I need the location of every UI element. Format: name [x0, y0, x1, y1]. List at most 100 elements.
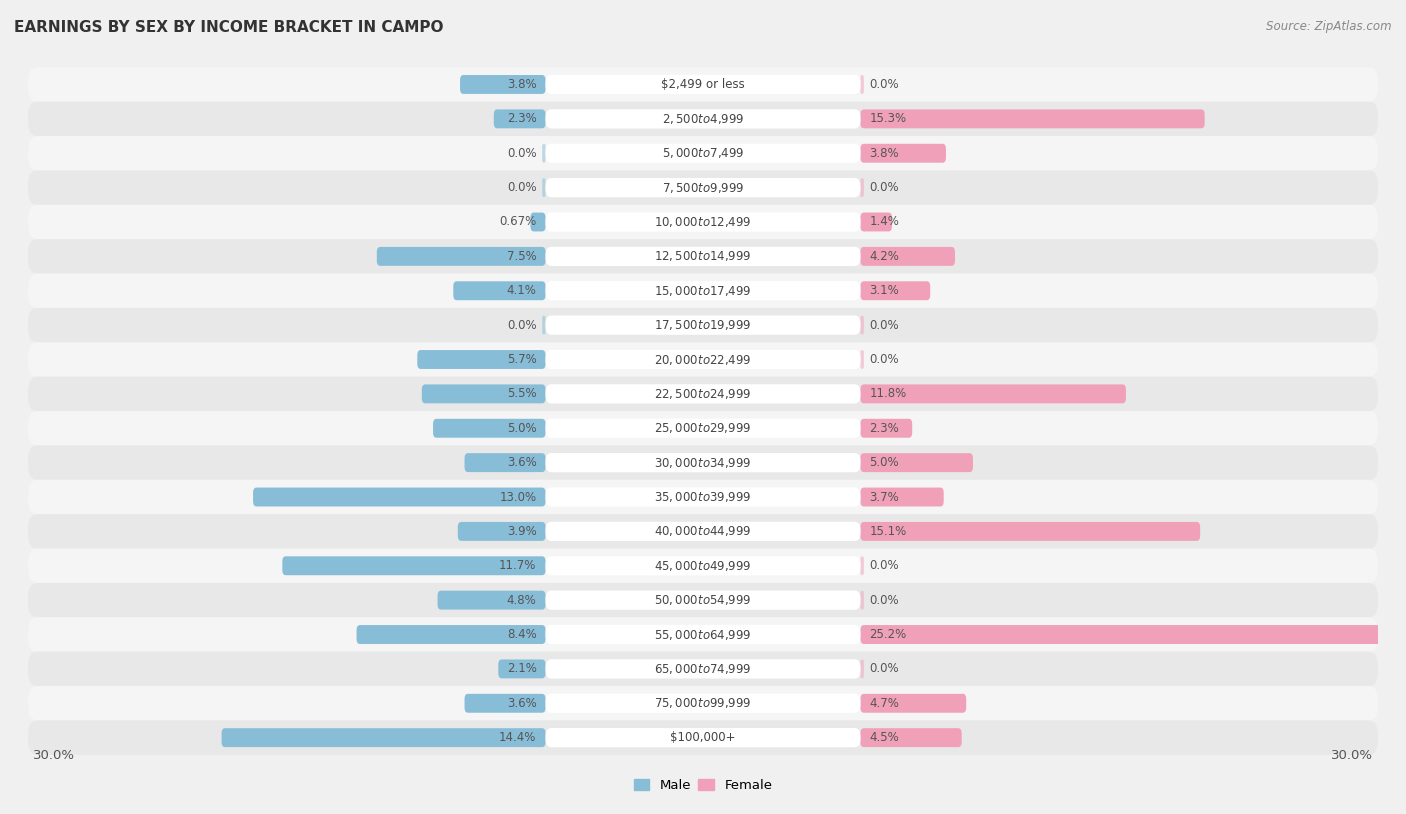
Text: 0.0%: 0.0% — [869, 663, 898, 676]
Text: 0.0%: 0.0% — [869, 593, 898, 606]
Text: $75,000 to $99,999: $75,000 to $99,999 — [654, 696, 752, 711]
FancyBboxPatch shape — [28, 377, 1378, 411]
FancyBboxPatch shape — [377, 247, 546, 266]
FancyBboxPatch shape — [28, 652, 1378, 686]
FancyBboxPatch shape — [543, 178, 546, 197]
FancyBboxPatch shape — [860, 729, 962, 747]
FancyBboxPatch shape — [28, 479, 1378, 514]
Text: 0.0%: 0.0% — [869, 182, 898, 194]
FancyBboxPatch shape — [860, 453, 973, 472]
Text: 5.5%: 5.5% — [508, 387, 537, 400]
FancyBboxPatch shape — [458, 522, 546, 540]
FancyBboxPatch shape — [498, 659, 546, 678]
FancyBboxPatch shape — [546, 350, 860, 369]
Text: 8.4%: 8.4% — [506, 628, 537, 641]
Text: 13.0%: 13.0% — [499, 491, 537, 504]
FancyBboxPatch shape — [546, 109, 860, 129]
FancyBboxPatch shape — [357, 625, 546, 644]
FancyBboxPatch shape — [860, 144, 946, 163]
Text: 4.8%: 4.8% — [506, 593, 537, 606]
FancyBboxPatch shape — [543, 316, 546, 335]
FancyBboxPatch shape — [546, 418, 860, 438]
FancyBboxPatch shape — [860, 384, 1126, 403]
FancyBboxPatch shape — [860, 625, 1406, 644]
Text: $65,000 to $74,999: $65,000 to $74,999 — [654, 662, 752, 676]
Text: $40,000 to $44,999: $40,000 to $44,999 — [654, 524, 752, 538]
Legend: Male, Female: Male, Female — [628, 774, 778, 798]
Text: 0.0%: 0.0% — [869, 353, 898, 366]
FancyBboxPatch shape — [860, 75, 863, 94]
FancyBboxPatch shape — [860, 247, 955, 266]
FancyBboxPatch shape — [546, 590, 860, 610]
Text: 5.7%: 5.7% — [506, 353, 537, 366]
Text: $17,500 to $19,999: $17,500 to $19,999 — [654, 318, 752, 332]
FancyBboxPatch shape — [28, 343, 1378, 377]
FancyBboxPatch shape — [28, 686, 1378, 720]
FancyBboxPatch shape — [546, 316, 860, 335]
Text: 0.0%: 0.0% — [508, 147, 537, 160]
Text: $25,000 to $29,999: $25,000 to $29,999 — [654, 422, 752, 435]
Text: 0.0%: 0.0% — [869, 559, 898, 572]
FancyBboxPatch shape — [546, 143, 860, 163]
FancyBboxPatch shape — [28, 583, 1378, 617]
Text: $12,500 to $14,999: $12,500 to $14,999 — [654, 249, 752, 264]
FancyBboxPatch shape — [860, 109, 1205, 129]
FancyBboxPatch shape — [546, 625, 860, 644]
Text: 5.0%: 5.0% — [508, 422, 537, 435]
FancyBboxPatch shape — [283, 556, 546, 575]
FancyBboxPatch shape — [433, 419, 546, 438]
FancyBboxPatch shape — [860, 659, 863, 678]
FancyBboxPatch shape — [860, 350, 863, 369]
FancyBboxPatch shape — [28, 170, 1378, 205]
FancyBboxPatch shape — [546, 247, 860, 266]
FancyBboxPatch shape — [28, 617, 1378, 652]
FancyBboxPatch shape — [860, 316, 863, 335]
Text: 11.7%: 11.7% — [499, 559, 537, 572]
FancyBboxPatch shape — [546, 453, 860, 472]
FancyBboxPatch shape — [546, 384, 860, 404]
FancyBboxPatch shape — [546, 522, 860, 541]
Text: 4.2%: 4.2% — [869, 250, 900, 263]
Text: $5,000 to $7,499: $5,000 to $7,499 — [662, 147, 744, 160]
Text: $35,000 to $39,999: $35,000 to $39,999 — [654, 490, 752, 504]
Text: 2.1%: 2.1% — [506, 663, 537, 676]
Text: $2,499 or less: $2,499 or less — [661, 78, 745, 91]
Text: $100,000+: $100,000+ — [671, 731, 735, 744]
FancyBboxPatch shape — [860, 556, 863, 575]
Text: $50,000 to $54,999: $50,000 to $54,999 — [654, 593, 752, 607]
Text: $10,000 to $12,499: $10,000 to $12,499 — [654, 215, 752, 229]
Text: 4.1%: 4.1% — [506, 284, 537, 297]
Text: 30.0%: 30.0% — [1331, 750, 1374, 763]
FancyBboxPatch shape — [860, 212, 891, 231]
FancyBboxPatch shape — [453, 282, 546, 300]
Text: $45,000 to $49,999: $45,000 to $49,999 — [654, 558, 752, 573]
FancyBboxPatch shape — [464, 453, 546, 472]
Text: 1.4%: 1.4% — [869, 216, 900, 229]
Text: $55,000 to $64,999: $55,000 to $64,999 — [654, 628, 752, 641]
FancyBboxPatch shape — [464, 694, 546, 713]
Text: 7.5%: 7.5% — [506, 250, 537, 263]
FancyBboxPatch shape — [543, 144, 546, 163]
FancyBboxPatch shape — [860, 694, 966, 713]
Text: $2,500 to $4,999: $2,500 to $4,999 — [662, 112, 744, 126]
Text: $22,500 to $24,999: $22,500 to $24,999 — [654, 387, 752, 400]
Text: 3.1%: 3.1% — [869, 284, 900, 297]
FancyBboxPatch shape — [860, 178, 863, 197]
Text: 25.2%: 25.2% — [869, 628, 907, 641]
Text: 0.0%: 0.0% — [869, 318, 898, 331]
FancyBboxPatch shape — [530, 212, 546, 231]
FancyBboxPatch shape — [28, 239, 1378, 274]
FancyBboxPatch shape — [28, 445, 1378, 479]
Text: $7,500 to $9,999: $7,500 to $9,999 — [662, 181, 744, 195]
FancyBboxPatch shape — [546, 178, 860, 197]
FancyBboxPatch shape — [494, 109, 546, 129]
Text: 0.0%: 0.0% — [508, 318, 537, 331]
Text: 15.1%: 15.1% — [869, 525, 907, 538]
Text: 2.3%: 2.3% — [869, 422, 900, 435]
FancyBboxPatch shape — [546, 75, 860, 94]
FancyBboxPatch shape — [28, 549, 1378, 583]
FancyBboxPatch shape — [546, 659, 860, 679]
FancyBboxPatch shape — [546, 694, 860, 713]
Text: 4.7%: 4.7% — [869, 697, 900, 710]
Text: 3.6%: 3.6% — [506, 456, 537, 469]
